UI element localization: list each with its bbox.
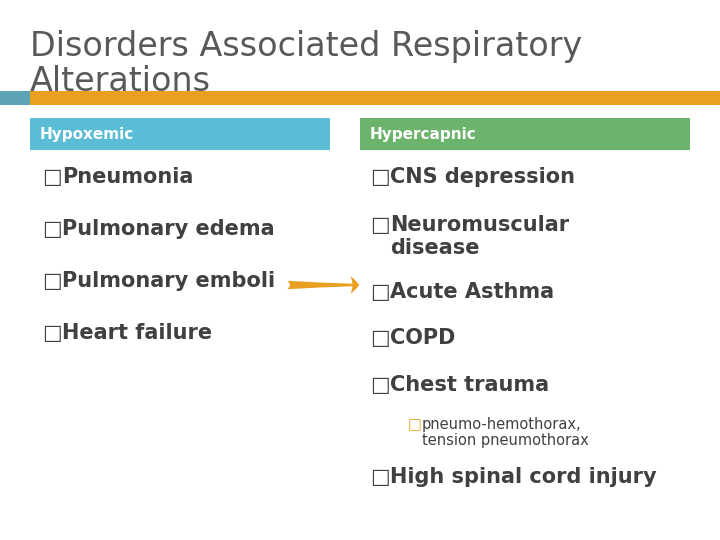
Text: □: □	[42, 323, 62, 343]
Text: □: □	[42, 167, 62, 187]
Text: COPD: COPD	[390, 328, 455, 348]
FancyBboxPatch shape	[30, 118, 330, 150]
Text: High spinal cord injury: High spinal cord injury	[390, 467, 657, 487]
Text: Pulmonary edema: Pulmonary edema	[62, 219, 274, 239]
Text: □: □	[370, 215, 390, 235]
Text: □: □	[370, 328, 390, 348]
Text: Pneumonia: Pneumonia	[62, 167, 194, 187]
Text: Chest trauma: Chest trauma	[390, 375, 549, 395]
Text: Heart failure: Heart failure	[62, 323, 212, 343]
FancyBboxPatch shape	[0, 91, 30, 105]
Text: Alterations: Alterations	[30, 65, 211, 98]
Text: □: □	[370, 467, 390, 487]
Text: □: □	[42, 219, 62, 239]
Text: tension pneumothorax: tension pneumothorax	[422, 433, 589, 448]
Text: Hypoxemic: Hypoxemic	[40, 126, 134, 141]
Text: Acute Asthma: Acute Asthma	[390, 282, 554, 302]
Text: pneumo-hemothorax,: pneumo-hemothorax,	[422, 417, 582, 432]
FancyBboxPatch shape	[30, 91, 720, 105]
Text: Neuromuscular
disease: Neuromuscular disease	[390, 215, 569, 258]
Text: Hypercapnic: Hypercapnic	[370, 126, 477, 141]
Text: □: □	[370, 282, 390, 302]
Text: Pulmonary emboli: Pulmonary emboli	[62, 271, 275, 291]
FancyBboxPatch shape	[360, 118, 690, 150]
Text: □: □	[370, 375, 390, 395]
Text: □: □	[42, 271, 62, 291]
Text: CNS depression: CNS depression	[390, 167, 575, 187]
Text: □: □	[370, 167, 390, 187]
Text: Disorders Associated Respiratory: Disorders Associated Respiratory	[30, 30, 582, 63]
Text: □: □	[408, 417, 422, 432]
